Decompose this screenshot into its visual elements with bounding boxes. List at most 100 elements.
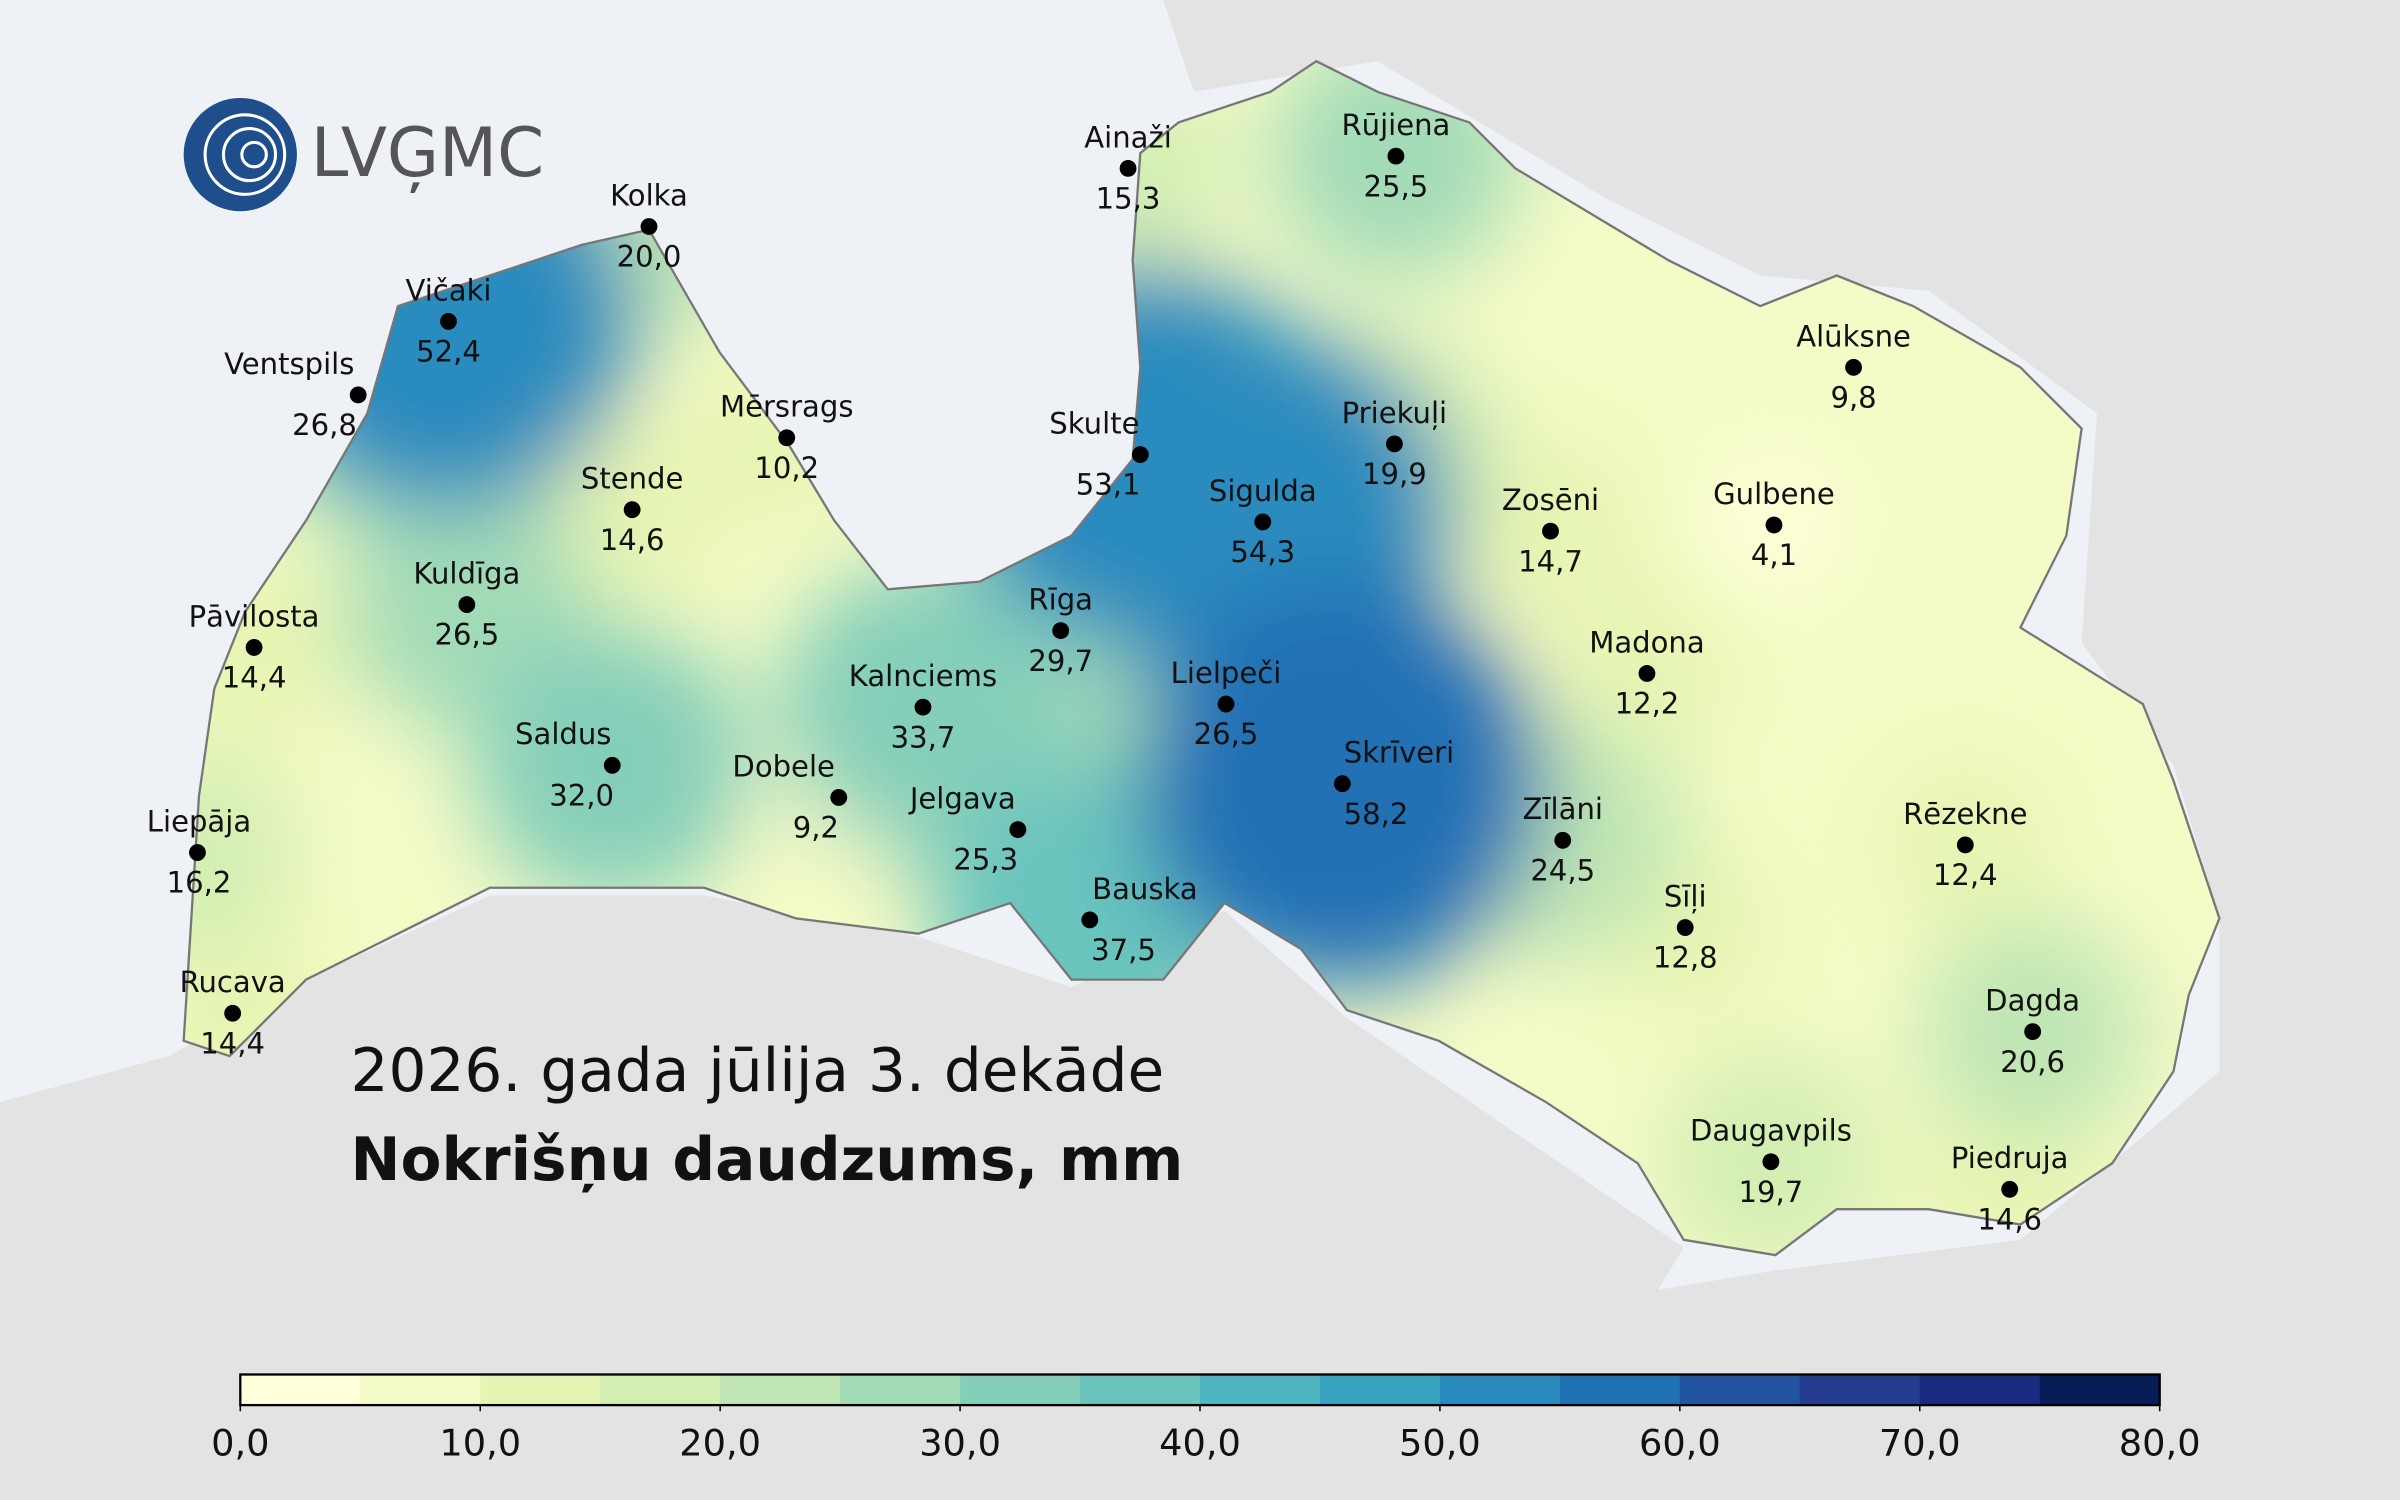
station-value: 14,6 — [600, 523, 665, 557]
neighbor-land — [0, 895, 1684, 1500]
logo-ring — [221, 127, 278, 183]
colorbar-bin — [1679, 1374, 1801, 1406]
station-value: 14,4 — [222, 661, 287, 695]
station-dot — [1762, 1153, 1780, 1171]
station-value: 16,2 — [167, 866, 232, 900]
map-title: 2026. gada jūlija 3. dekāde — [351, 1037, 1165, 1106]
station-dot — [640, 218, 658, 235]
logo-text: LVĢMC — [311, 113, 544, 193]
station-dot — [778, 429, 796, 447]
station-value: 14,4 — [200, 1026, 265, 1060]
station-value: 4,1 — [1751, 538, 1797, 572]
colorbar-tick-label: 60,0 — [1639, 1421, 1721, 1464]
station-value: 9,2 — [793, 811, 839, 845]
station-value: 25,5 — [1364, 169, 1429, 203]
station-dot — [603, 756, 621, 774]
station-name: Skulte — [1049, 407, 1139, 441]
station-dot — [1119, 159, 1137, 177]
station-value: 20,6 — [2000, 1045, 2065, 1079]
station-value: 58,2 — [1344, 797, 1409, 831]
station-name: Dobele — [732, 749, 834, 783]
station-dot — [1333, 775, 1351, 793]
station-dot — [830, 789, 848, 806]
station-dot — [1131, 446, 1149, 464]
station-value: 26,8 — [292, 408, 357, 442]
station-name: Sigulda — [1209, 474, 1317, 508]
station-name: Zosēni — [1502, 483, 1599, 517]
station-dot — [1638, 665, 1656, 682]
station-name: Kuldīga — [413, 557, 520, 591]
station-dot — [245, 639, 263, 656]
station-value: 25,3 — [953, 843, 1018, 877]
station-value: 12,2 — [1615, 687, 1680, 721]
colorbar-bin — [240, 1374, 362, 1406]
station-value: 37,5 — [1091, 933, 1156, 967]
station-dot — [349, 386, 367, 404]
colorbar-tick-label: 30,0 — [919, 1421, 1001, 1464]
station-value: 14,6 — [1977, 1202, 2042, 1236]
colorbar-bin — [1080, 1374, 1201, 1406]
station-name: Zīlāni — [1523, 792, 1603, 826]
colorbar-bin — [480, 1374, 601, 1406]
station-value: 9,8 — [1830, 380, 1876, 414]
logo-ring — [203, 113, 287, 196]
colorbar-tick-label: 0,0 — [211, 1421, 269, 1464]
station-name: Dagda — [1985, 984, 2080, 1018]
logo: LVĢMC — [183, 97, 544, 212]
station-value: 54,3 — [1230, 535, 1295, 569]
station-name: Rūjiena — [1341, 108, 1450, 142]
station-value: 14,7 — [1518, 544, 1583, 578]
station-name: Priekuļi — [1342, 396, 1447, 430]
logo-ring — [240, 140, 268, 169]
station-name: Rēzekne — [1903, 797, 2027, 831]
station-value: 20,0 — [617, 240, 682, 274]
station-dot — [440, 313, 457, 330]
station-value: 19,9 — [1362, 457, 1427, 491]
station-value: 53,1 — [1076, 468, 1141, 502]
station-name: Madona — [1589, 625, 1704, 659]
station-name: Saldus — [515, 717, 611, 751]
colorbar-tick-label: 50,0 — [1399, 1421, 1481, 1464]
station-name: Lielpeči — [1171, 656, 1282, 690]
colorbar-bin — [1559, 1374, 1681, 1406]
station-value: 29,7 — [1028, 644, 1093, 678]
colorbar-bin — [1799, 1374, 1921, 1406]
station-name: Stende — [581, 462, 684, 496]
station-value: 32,0 — [549, 778, 614, 812]
station-dot — [1387, 147, 1405, 165]
colorbar-bin — [1319, 1374, 1441, 1406]
station-dot — [1554, 831, 1572, 849]
station-name: Mērsrags — [720, 390, 853, 424]
map-subtitle: Nokrišņu daudzums, mm — [351, 1126, 1184, 1195]
station-value: 19,7 — [1739, 1175, 1804, 1209]
station-dot — [1081, 911, 1099, 929]
station-name: Liepāja — [147, 804, 251, 838]
colorbar-bin — [1919, 1374, 2041, 1406]
station-name: Rīga — [1028, 583, 1093, 617]
colorbar-bin — [1439, 1374, 1561, 1406]
station-dot — [1217, 695, 1235, 713]
station-name: Bauska — [1092, 872, 1198, 906]
station-name: Sīļi — [1664, 879, 1707, 913]
station-name: Pāvilosta — [189, 599, 320, 633]
colorbar-bin — [720, 1374, 841, 1406]
station-name: Piedruja — [1951, 1141, 2069, 1175]
colorbar-bin — [960, 1374, 1081, 1406]
station-value: 15,3 — [1096, 182, 1161, 216]
station-name: Skrīveri — [1344, 736, 1454, 770]
station-name: Gulbene — [1713, 477, 1835, 511]
colorbar-tick-label: 20,0 — [679, 1421, 761, 1464]
stations: Ainaži 15,3 Rūjiena 25,5 Kolka 20,0 Vičaki 52,4… — [147, 108, 2080, 1236]
station-name: Ainaži — [1084, 120, 1172, 154]
station-name: Daugavpils — [1690, 1114, 1852, 1148]
station-name: Alūksne — [1796, 319, 1911, 353]
station-name: Ventspils — [224, 347, 354, 381]
station-dot — [1845, 358, 1862, 376]
station-dot — [1009, 821, 1027, 839]
station-value: 12,8 — [1653, 941, 1718, 975]
station-dot — [1542, 522, 1559, 540]
colorbar-bin — [600, 1374, 721, 1406]
station-dot — [224, 1004, 242, 1022]
station-dot — [189, 844, 206, 861]
